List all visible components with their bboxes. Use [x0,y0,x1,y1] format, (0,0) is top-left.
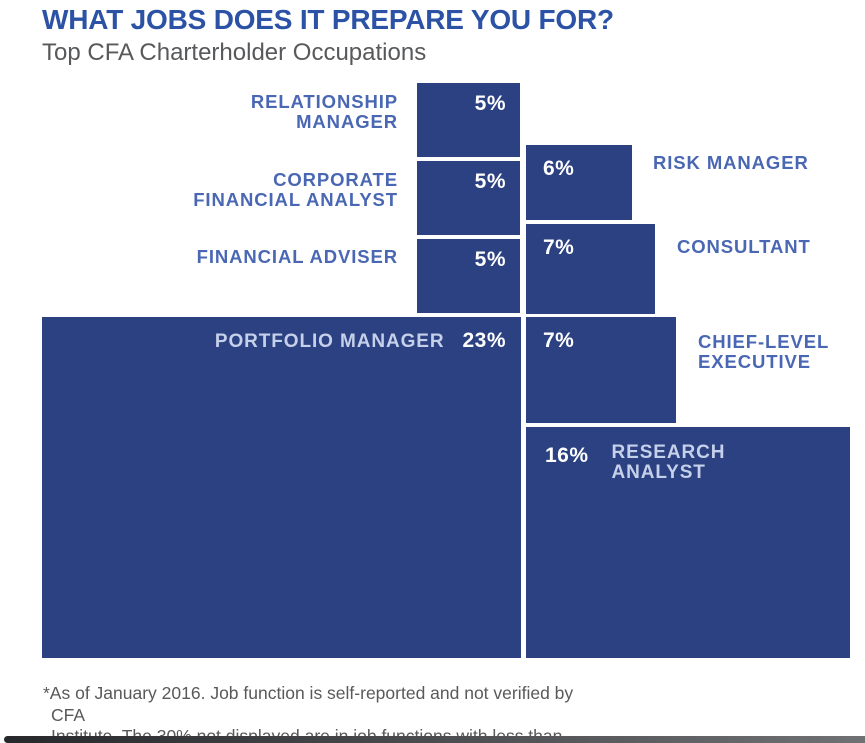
pct-relationship-manager: 5% [474,92,506,115]
pct-portfolio-manager: 23% [462,329,506,352]
pct-financial-adviser: 5% [474,248,506,271]
portfolio-manager-caption: PORTFOLIO MANAGER 23% [215,330,506,352]
label-corporate-financial-analyst: CORPORATE FINANCIAL ANALYST [193,169,398,210]
pct-chief-level-executive: 7% [543,329,575,352]
bar-risk-manager: 6% [526,145,632,220]
pct-research-analyst: 16% [545,444,589,467]
pct-risk-manager: 6% [543,157,575,180]
label-research-analyst: RESEARCH ANALYST [611,442,726,483]
label-risk-manager: RISK MANAGER [653,152,809,173]
bar-corporate-financial-analyst: 5% [417,161,520,235]
label-relationship-manager: RELATIONSHIP MANAGER [250,91,398,132]
bar-portfolio-manager: PORTFOLIO MANAGER 23% [42,317,521,658]
label-chief-level-executive: CHIEF-LEVEL EXECUTIVE [698,331,830,372]
pct-corporate-financial-analyst: 5% [474,170,506,193]
label-portfolio-manager: PORTFOLIO MANAGER [214,331,445,352]
label-financial-adviser: FINANCIAL ADVISER [196,246,398,267]
label-consultant: CONSULTANT [677,236,811,257]
bar-relationship-manager: 5% [417,83,520,157]
page-title: WHAT JOBS DOES IT PREPARE YOU FOR? [42,4,614,35]
research-analyst-caption: 16% RESEARCH ANALYST [545,443,725,483]
page-edge-strip [4,736,865,743]
bar-consultant: 7% [526,224,655,314]
page-subtitle: Top CFA Charterholder Occupations [42,39,427,66]
footnote: *As of January 2016. Job function is sel… [43,683,574,743]
bar-research-analyst: 16% RESEARCH ANALYST [526,427,850,658]
pct-consultant: 7% [543,236,575,259]
bar-financial-adviser: 5% [417,239,520,313]
bar-chief-level-executive: 7% [526,317,676,423]
